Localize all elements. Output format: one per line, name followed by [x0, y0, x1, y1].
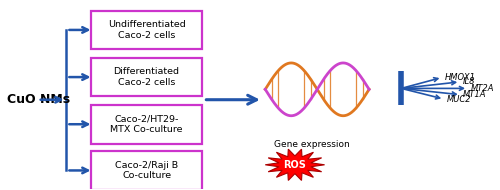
FancyBboxPatch shape	[91, 105, 202, 144]
Text: Undifferentiated
Caco-2 cells: Undifferentiated Caco-2 cells	[108, 20, 186, 40]
Text: CuO NMs: CuO NMs	[6, 93, 70, 106]
FancyBboxPatch shape	[91, 58, 202, 96]
Text: IL8: IL8	[462, 77, 475, 86]
Polygon shape	[265, 149, 324, 180]
Text: HMOX1: HMOX1	[445, 73, 476, 82]
Text: MT1A: MT1A	[463, 90, 486, 99]
FancyBboxPatch shape	[91, 151, 202, 190]
Text: Differentiated
Caco-2 cells: Differentiated Caco-2 cells	[114, 67, 180, 87]
Text: Caco-2/HT29-
MTX Co-culture: Caco-2/HT29- MTX Co-culture	[110, 115, 183, 134]
Text: Caco-2/Raji B
Co-culture: Caco-2/Raji B Co-culture	[115, 161, 178, 180]
FancyBboxPatch shape	[91, 11, 202, 49]
Text: MT2A: MT2A	[470, 84, 494, 93]
Text: ROS: ROS	[284, 160, 306, 170]
Text: MUC2: MUC2	[446, 95, 471, 104]
Text: Gene expression: Gene expression	[274, 140, 350, 150]
